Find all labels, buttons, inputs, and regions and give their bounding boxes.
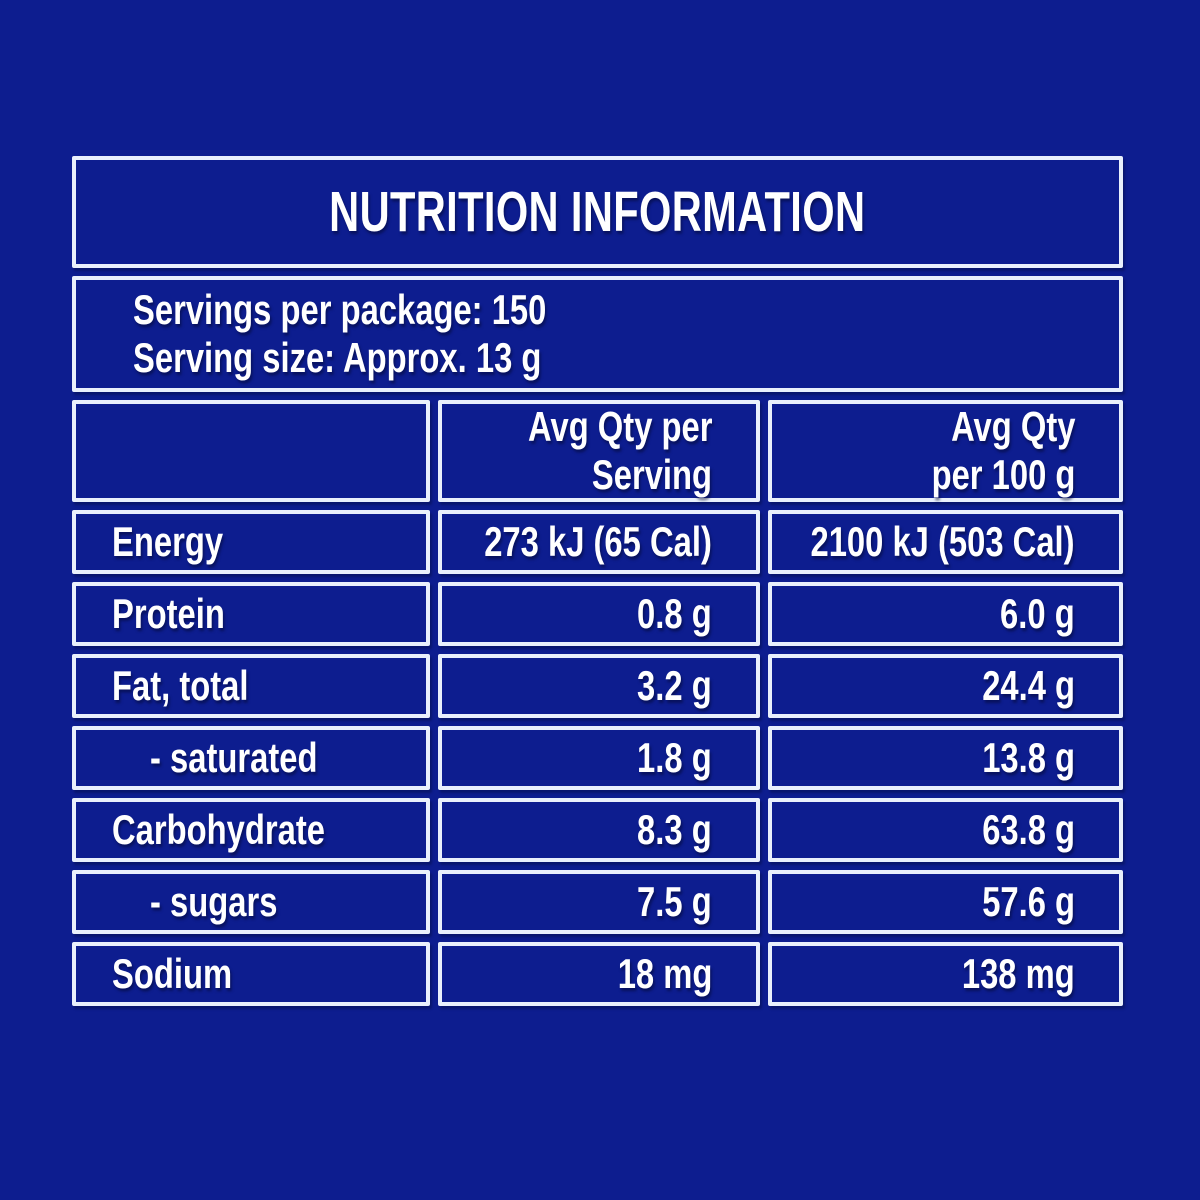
saturated-fat-label: - saturated (150, 734, 318, 781)
sodium-per-serving-value: 18 mg (617, 950, 712, 997)
serving-size-text: Serving size: Approx. 13 g (133, 334, 542, 381)
carbohydrate-per-100g-value: 63.8 g (982, 806, 1075, 853)
fat-total-per-serving-value: 3.2 g (637, 662, 712, 709)
saturated-fat-per-100g-cell: 13.8 g (768, 726, 1123, 790)
sugars-per-serving-value: 7.5 g (637, 878, 712, 925)
fat-total-label: Fat, total (112, 662, 249, 709)
energy-per-100g-value: 2100 kJ (503 Cal) (810, 518, 1075, 565)
saturated-fat-per-serving-value: 1.8 g (637, 734, 712, 781)
energy-per-serving-cell: 273 kJ (65 Cal) (438, 510, 760, 574)
header-avg-qty-per-serving: Avg Qty per Serving (438, 400, 760, 502)
panel-title-box: NUTRITION INFORMATION (72, 156, 1123, 268)
header-per-serving-line1: Avg Qty per (527, 403, 712, 450)
header-avg-qty-per-100g: Avg Qty per 100 g (768, 400, 1123, 502)
header-per-100g-line2: per 100 g (931, 451, 1075, 498)
saturated-fat-per-100g-value: 13.8 g (982, 734, 1075, 781)
serving-info-box: Servings per package: 150 Serving size: … (72, 276, 1123, 392)
sugars-per-100g-cell: 57.6 g (768, 870, 1123, 934)
carbohydrate-label: Carbohydrate (112, 806, 325, 853)
sodium-per-100g-value: 138 mg (962, 950, 1075, 997)
fat-total-per-100g-value: 24.4 g (982, 662, 1075, 709)
header-empty-cell (72, 400, 430, 502)
protein-per-100g-value: 6.0 g (1000, 590, 1075, 637)
panel-title: NUTRITION INFORMATION (329, 180, 866, 244)
nutrition-information-panel: NUTRITION INFORMATION Servings per packa… (72, 156, 1123, 1006)
sugars-label: - sugars (150, 878, 278, 925)
fat-total-label-cell: Fat, total (72, 654, 430, 718)
protein-per-serving-value: 0.8 g (637, 590, 712, 637)
protein-per-serving-cell: 0.8 g (438, 582, 760, 646)
sugars-label-cell: - sugars (72, 870, 430, 934)
fat-total-per-serving-cell: 3.2 g (438, 654, 760, 718)
sodium-label-cell: Sodium (72, 942, 430, 1006)
sodium-per-100g-cell: 138 mg (768, 942, 1123, 1006)
sodium-label: Sodium (112, 950, 233, 997)
energy-per-100g-cell: 2100 kJ (503 Cal) (768, 510, 1123, 574)
energy-per-serving-value: 273 kJ (65 Cal) (484, 518, 712, 565)
protein-label-cell: Protein (72, 582, 430, 646)
carbohydrate-per-serving-value: 8.3 g (637, 806, 712, 853)
energy-label: Energy (112, 518, 224, 565)
carbohydrate-per-100g-cell: 63.8 g (768, 798, 1123, 862)
carbohydrate-label-cell: Carbohydrate (72, 798, 430, 862)
protein-per-100g-cell: 6.0 g (768, 582, 1123, 646)
sodium-per-serving-cell: 18 mg (438, 942, 760, 1006)
header-per-serving-line2: Serving (591, 451, 712, 498)
sugars-per-100g-value: 57.6 g (982, 878, 1075, 925)
protein-label: Protein (112, 590, 225, 637)
saturated-fat-label-cell: - saturated (72, 726, 430, 790)
carbohydrate-per-serving-cell: 8.3 g (438, 798, 760, 862)
sugars-per-serving-cell: 7.5 g (438, 870, 760, 934)
fat-total-per-100g-cell: 24.4 g (768, 654, 1123, 718)
saturated-fat-per-serving-cell: 1.8 g (438, 726, 760, 790)
energy-label-cell: Energy (72, 510, 430, 574)
servings-per-package-text: Servings per package: 150 (133, 286, 547, 333)
header-per-100g-line1: Avg Qty (950, 403, 1075, 450)
